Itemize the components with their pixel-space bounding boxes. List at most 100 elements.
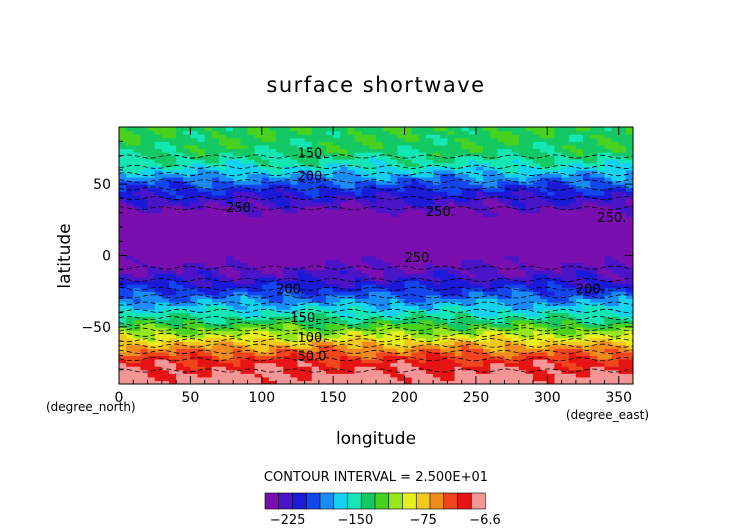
heatmap-cell [504, 241, 513, 246]
heatmap-cell [333, 312, 341, 317]
heatmap-cell [204, 134, 213, 139]
heatmap-cell [161, 312, 170, 317]
heatmap-cell [211, 241, 220, 246]
heatmap-cell [126, 244, 134, 249]
heatmap-cell [561, 141, 570, 146]
heatmap-cell [525, 323, 534, 328]
heatmap-cell [133, 273, 142, 278]
heatmap-cell [133, 337, 142, 342]
heatmap-cell [119, 369, 127, 374]
heatmap-cell [547, 248, 556, 253]
heatmap-cell [618, 266, 627, 271]
heatmap-cell [433, 269, 441, 274]
heatmap-cell [347, 301, 356, 307]
heatmap-cell [261, 198, 270, 203]
heatmap-cell [226, 151, 234, 157]
heatmap-cell [554, 359, 563, 364]
heatmap-cell [176, 141, 184, 146]
heatmap-cell [168, 380, 177, 384]
heatmap-cell [575, 284, 584, 289]
heatmap-cell [240, 316, 249, 321]
heatmap-cell [147, 209, 156, 214]
heatmap-cell [497, 251, 506, 257]
heatmap-cell [290, 305, 299, 310]
heatmap-cell [390, 255, 399, 260]
heatmap-cell [276, 351, 284, 357]
heatmap-cell [283, 376, 291, 382]
heatmap-cell [161, 184, 170, 189]
heatmap-cell [376, 291, 384, 296]
heatmap-cell [318, 187, 327, 192]
heatmap-cell [433, 298, 441, 303]
heatmap-cell [504, 301, 513, 307]
heatmap-cell [283, 148, 291, 153]
heatmap-cell [461, 244, 470, 249]
heatmap-cell [447, 141, 456, 146]
heatmap-cell [540, 180, 548, 185]
heatmap-cell [468, 162, 477, 167]
heatmap-cell [390, 212, 399, 217]
heatmap-cell [611, 180, 620, 185]
heatmap-cell [318, 162, 327, 167]
heatmap-cell [211, 198, 220, 203]
heatmap-cell [525, 362, 534, 367]
heatmap-cell [440, 216, 448, 221]
heatmap-cell [318, 223, 327, 228]
heatmap-cell [418, 369, 427, 374]
heatmap-cell [147, 212, 156, 217]
heatmap-cell [540, 230, 548, 235]
heatmap-cell [268, 373, 277, 378]
heatmap-cell [161, 316, 170, 321]
heatmap-cell [397, 176, 406, 182]
heatmap-cell [511, 348, 520, 353]
heatmap-cell [276, 180, 284, 185]
heatmap-cell [233, 137, 241, 142]
heatmap-cell [326, 226, 334, 232]
heatmap-cell [461, 301, 470, 307]
heatmap-cell [240, 312, 249, 317]
heatmap-cell [490, 323, 498, 328]
heatmap-cell [340, 280, 349, 285]
heatmap-cell [525, 305, 534, 310]
heatmap-cell [233, 344, 241, 349]
heatmap-cell [354, 355, 363, 360]
heatmap-cell [618, 216, 627, 221]
heatmap-cell [218, 134, 227, 139]
heatmap-cell [425, 141, 434, 146]
heatmap-cell [604, 305, 613, 310]
heatmap-cell [119, 312, 127, 317]
heatmap-cell [533, 276, 541, 282]
heatmap-cell [326, 259, 334, 264]
heatmap-cell [168, 180, 177, 185]
heatmap-cell [240, 184, 249, 189]
heatmap-cell [361, 234, 370, 239]
heatmap-cell [604, 241, 613, 246]
heatmap-cell [368, 251, 377, 257]
heatmap-cell [304, 276, 313, 282]
heatmap-cell [140, 144, 149, 150]
heatmap-cell [276, 137, 284, 142]
heatmap-cell [404, 301, 413, 307]
heatmap-cell [433, 212, 441, 217]
heatmap-cell [218, 309, 227, 314]
heatmap-cell [290, 366, 299, 371]
heatmap-cell [411, 155, 420, 160]
heatmap-cell [568, 169, 577, 174]
heatmap-cell [354, 137, 363, 142]
heatmap-cell [133, 344, 142, 349]
heatmap-cell [133, 305, 142, 310]
heatmap-cell [333, 259, 341, 264]
heatmap-cell [433, 266, 441, 271]
heatmap-cell [490, 287, 498, 292]
heatmap-cell [468, 376, 477, 382]
heatmap-cell [483, 166, 491, 171]
heatmap-cell [518, 351, 527, 357]
heatmap-cell [197, 269, 206, 274]
heatmap-cell [340, 151, 349, 157]
heatmap-cell [483, 316, 491, 321]
heatmap-cell [418, 194, 427, 199]
heatmap-cell [226, 169, 234, 174]
heatmap-cell [347, 262, 356, 267]
heatmap-cell [597, 348, 606, 353]
heatmap-cell [240, 180, 249, 185]
